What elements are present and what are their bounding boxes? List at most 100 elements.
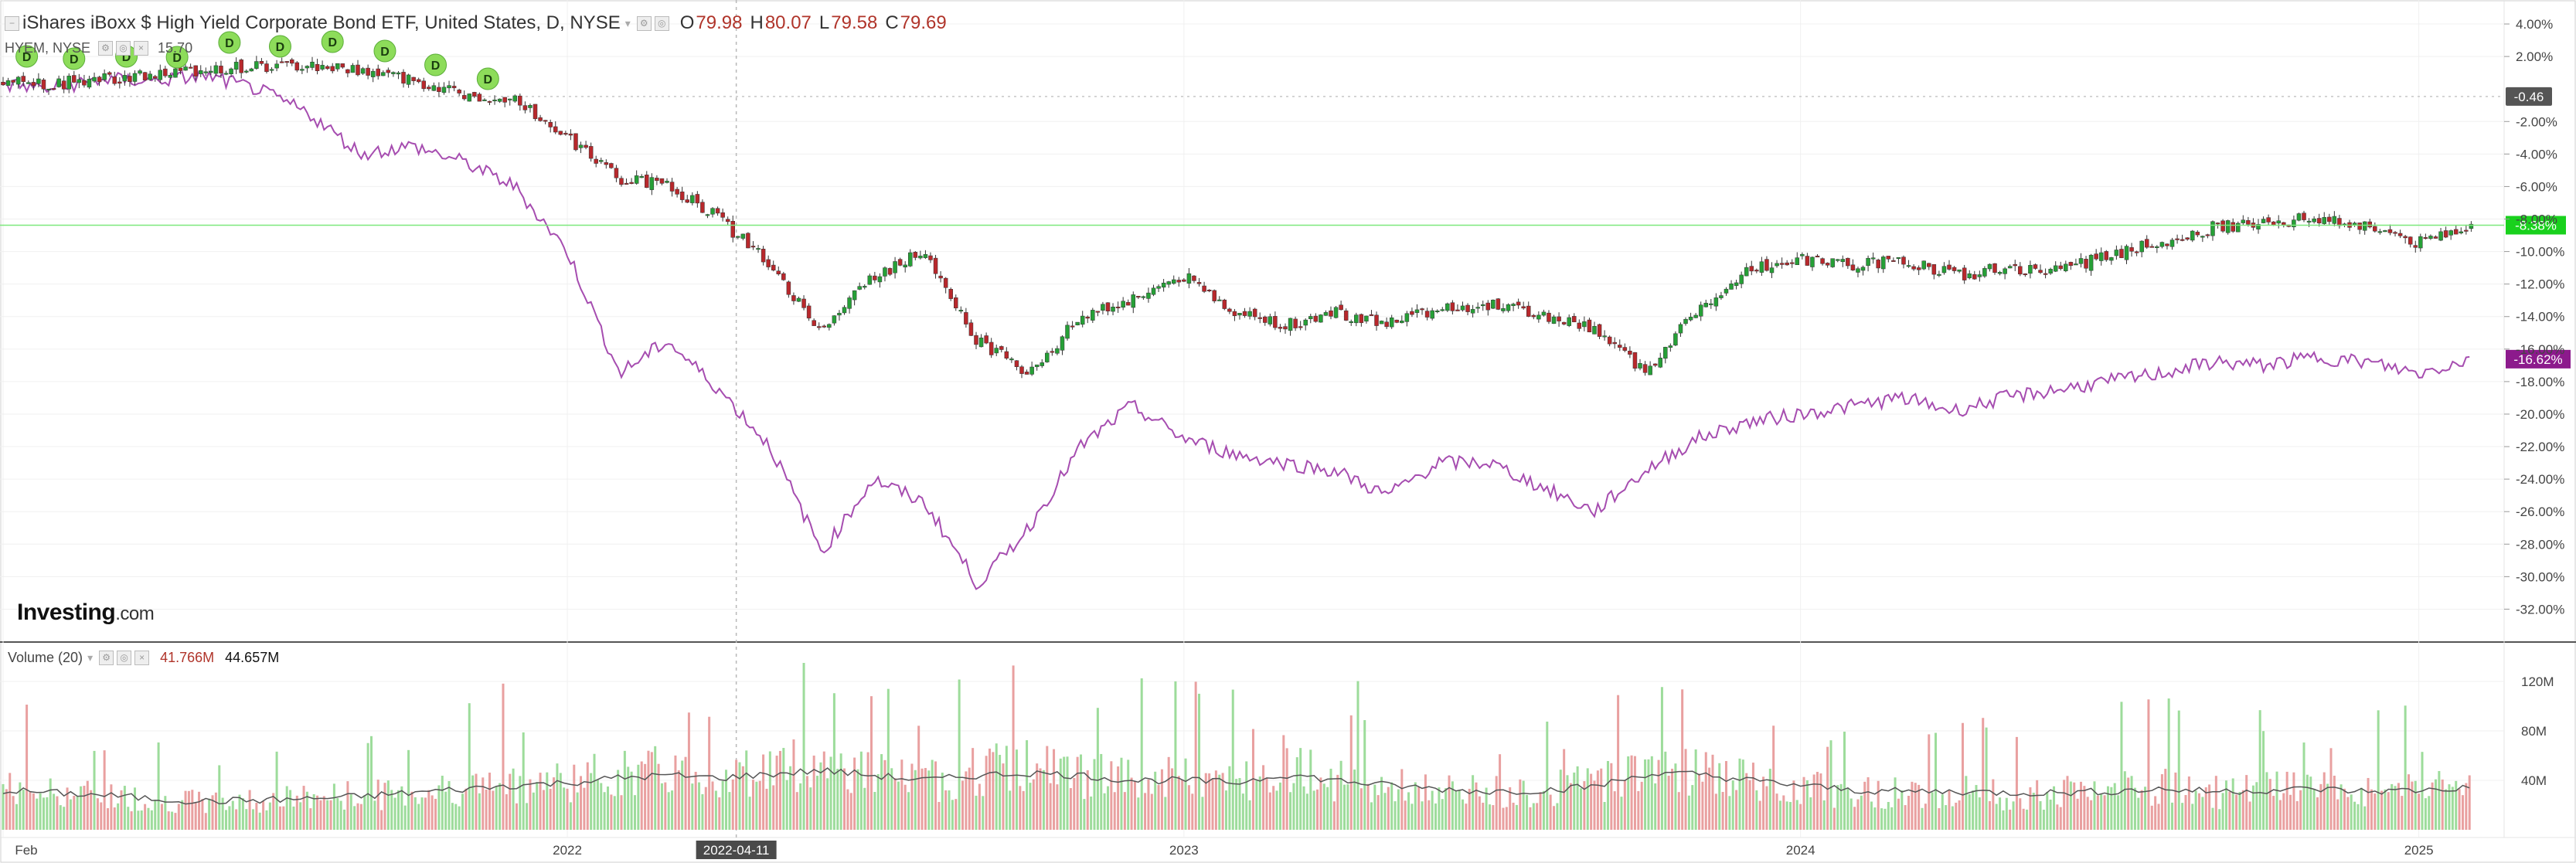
candle-body bbox=[1019, 366, 1024, 374]
compare-hide-icon[interactable]: ◎ bbox=[116, 41, 131, 56]
candle-body bbox=[406, 74, 411, 85]
volume-bar bbox=[1282, 735, 1285, 830]
volume-bar bbox=[1921, 807, 1924, 830]
volume-bar bbox=[268, 802, 271, 830]
candle-body bbox=[1070, 325, 1075, 328]
zero-badge-label: -0.46 bbox=[2514, 90, 2544, 104]
candle-body bbox=[1136, 296, 1141, 298]
candle-body bbox=[2261, 219, 2266, 223]
volume-settings-icon[interactable]: ⚙ bbox=[99, 651, 114, 665]
candle-body bbox=[989, 341, 994, 355]
title-dropdown-icon[interactable]: ▾ bbox=[624, 16, 631, 29]
hide-icon[interactable]: ◎ bbox=[654, 15, 669, 31]
volume-bar bbox=[2404, 705, 2407, 830]
volume-bar bbox=[1519, 779, 1522, 830]
instrument-title[interactable]: iShares iBoxx $ High Yield Corporate Bon… bbox=[22, 12, 621, 33]
candle-body bbox=[897, 259, 903, 266]
candle-body bbox=[2306, 220, 2312, 223]
candle-body bbox=[1293, 318, 1298, 328]
dividend-marker bbox=[268, 35, 291, 58]
volume-bar bbox=[1164, 797, 1167, 830]
volume-bar bbox=[2336, 799, 2339, 830]
candle-body bbox=[1612, 341, 1617, 345]
candle-body bbox=[487, 100, 492, 103]
volume-bar bbox=[505, 794, 508, 830]
candle-body bbox=[518, 95, 522, 106]
collapse-icon[interactable]: − bbox=[5, 15, 19, 31]
volume-bar bbox=[573, 764, 576, 830]
volume-bar bbox=[2096, 795, 2099, 830]
volume-bar bbox=[2418, 793, 2421, 830]
volume-bar bbox=[1694, 749, 1697, 830]
candle-body bbox=[659, 178, 665, 184]
volume-bar bbox=[1603, 802, 1606, 830]
dividend-marker bbox=[165, 46, 189, 69]
candle-body bbox=[325, 66, 330, 70]
candle-body bbox=[1734, 282, 1739, 286]
candle-body bbox=[1992, 263, 1997, 273]
volume-bar bbox=[1522, 780, 1525, 830]
compare-settings-icon[interactable]: ⚙ bbox=[98, 41, 114, 56]
volume-bar bbox=[100, 802, 103, 830]
volume-title[interactable]: Volume (20) bbox=[8, 650, 83, 665]
candle-body bbox=[1414, 309, 1420, 314]
candle-body bbox=[522, 105, 528, 110]
candle-body bbox=[219, 66, 223, 73]
volume-bar bbox=[1022, 790, 1025, 830]
candle-body bbox=[1526, 305, 1531, 317]
volume-bar bbox=[49, 778, 52, 830]
volume-bar bbox=[2367, 777, 2370, 830]
candle-body bbox=[1668, 345, 1673, 348]
volume-bar bbox=[1600, 768, 1603, 830]
price-tick-label: -6.00% bbox=[2516, 179, 2557, 194]
volume-bar bbox=[1492, 805, 1495, 830]
volume-bar bbox=[1596, 770, 1599, 830]
candle-body bbox=[229, 68, 233, 74]
candle-body bbox=[1091, 310, 1095, 321]
settings-icon[interactable]: ⚙ bbox=[636, 15, 652, 31]
volume-bar bbox=[2461, 795, 2464, 830]
candle-body bbox=[1815, 256, 1820, 258]
dividend-marker-label: D bbox=[276, 41, 285, 54]
volume-bar bbox=[1724, 761, 1727, 830]
candle-body bbox=[2165, 243, 2169, 246]
candle-body bbox=[97, 76, 102, 83]
volume-bar bbox=[627, 766, 630, 830]
volume-bar bbox=[110, 784, 113, 830]
volume-bars bbox=[2, 663, 2471, 830]
volume-dropdown-icon[interactable]: ▾ bbox=[87, 651, 94, 664]
volume-bar bbox=[1445, 788, 1448, 830]
volume-bar bbox=[407, 749, 410, 830]
volume-bar bbox=[1417, 787, 1421, 830]
candle-body bbox=[2185, 237, 2190, 240]
volume-bar bbox=[2448, 784, 2451, 830]
compare-symbol[interactable]: HYEM, NYSE bbox=[5, 40, 91, 56]
candle-body bbox=[2387, 229, 2393, 233]
candle-body bbox=[2327, 216, 2332, 223]
candle-body bbox=[1785, 262, 1789, 266]
volume-bar bbox=[1738, 758, 1741, 830]
volume-bar bbox=[492, 790, 495, 830]
volume-bar bbox=[2302, 742, 2305, 830]
candle-body bbox=[259, 61, 264, 64]
volume-bar bbox=[883, 759, 886, 830]
volume-bar bbox=[819, 762, 822, 830]
volume-bar bbox=[1765, 786, 1768, 830]
candle-body bbox=[1313, 315, 1319, 322]
compare-close-icon[interactable]: × bbox=[134, 41, 149, 56]
volume-hide-icon[interactable]: ◎ bbox=[117, 651, 132, 665]
volume-bar bbox=[1992, 779, 1995, 830]
candle-body bbox=[736, 236, 740, 238]
volume-bar bbox=[992, 752, 995, 830]
candle-body bbox=[1374, 314, 1379, 326]
volume-bar bbox=[2221, 793, 2224, 830]
volume-bar bbox=[1664, 751, 1667, 830]
dividend-marker-label: D bbox=[484, 73, 493, 87]
volume-bar bbox=[2387, 792, 2390, 830]
candle-body bbox=[2393, 232, 2397, 234]
volume-bar bbox=[56, 796, 59, 830]
candle-body bbox=[1171, 279, 1176, 284]
volume-close-icon[interactable]: × bbox=[134, 651, 150, 665]
candle-body bbox=[128, 76, 132, 82]
